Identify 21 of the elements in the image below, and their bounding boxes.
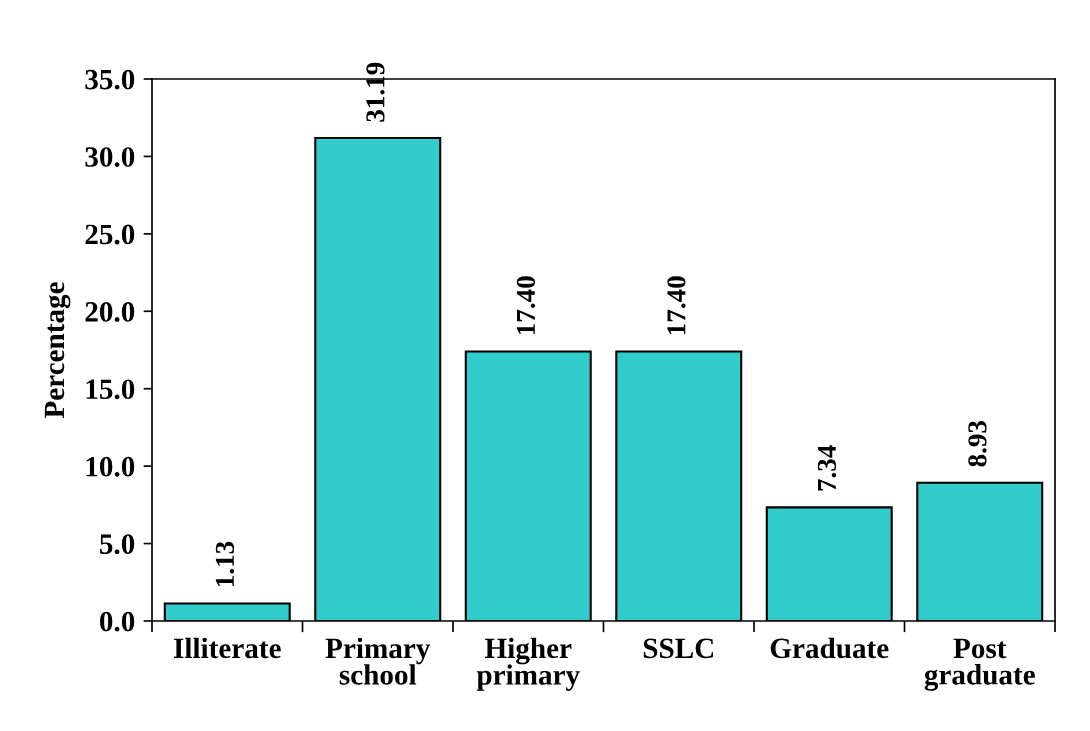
x-tick-label: Higher primary: [476, 637, 580, 691]
y-axis-title: Percentage: [44, 282, 71, 419]
y-tick-label: 25.0: [85, 224, 135, 245]
x-tick-label: Primary school: [325, 637, 431, 685]
x-tick-label: Post graduate: [924, 638, 1035, 691]
x-tick-label: Graduate: [770, 637, 889, 659]
data-label: 8.93: [968, 420, 987, 467]
data-label: 31.19: [366, 62, 385, 122]
y-tick-label: 5.0: [100, 534, 135, 555]
y-tick-label: 20.0: [85, 302, 135, 322]
data-label: 17.40: [516, 276, 536, 335]
y-tick-label: 35.0: [85, 69, 135, 90]
y-tick-label: 0.0: [99, 611, 135, 632]
data-label: 17.40: [667, 276, 686, 335]
data-label: 1.13: [215, 541, 235, 587]
y-tick-label: 15.0: [86, 379, 135, 400]
x-tick-label: Illiterate: [173, 637, 281, 659]
y-tick-label: 10.0: [86, 456, 135, 477]
x-tick-label: SSLC: [643, 638, 714, 659]
y-tick-label: 30.0: [85, 147, 135, 167]
data-label: 7.34: [817, 445, 837, 491]
